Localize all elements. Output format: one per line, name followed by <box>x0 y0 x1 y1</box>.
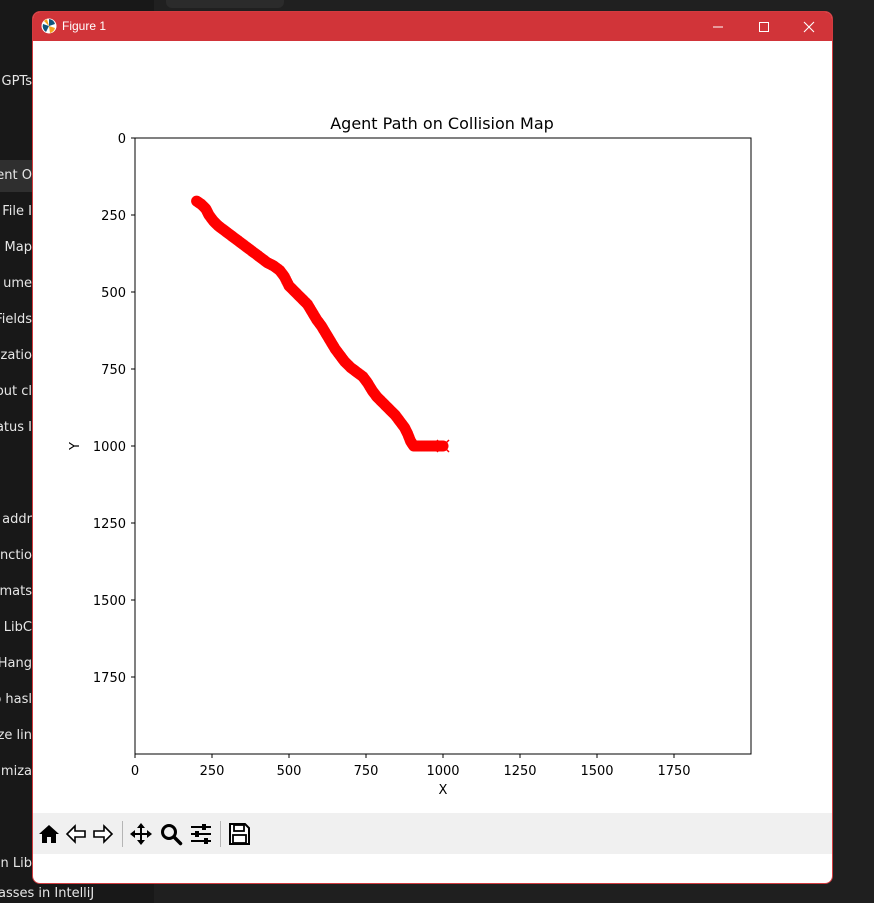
y-tick-label: 750 <box>101 363 126 378</box>
forward-icon[interactable] <box>91 822 115 846</box>
back-icon[interactable] <box>64 822 88 846</box>
background-list-item: atus I <box>0 420 32 435</box>
background-list-item: o hasl <box>0 692 32 707</box>
home-icon[interactable] <box>37 822 61 846</box>
background-list-item: File I <box>2 204 32 219</box>
toolbar-separator <box>220 821 221 847</box>
y-axis: 0 250 500 750 1000 1250 1500 1750 <box>93 132 135 686</box>
background-list-item: nizatio <box>0 348 32 363</box>
toolbar-separator <box>122 821 123 847</box>
figure-window: Figure 1 Agent Path on Collision Map 0 25… <box>32 11 833 884</box>
configure-subplots-icon[interactable] <box>189 822 213 846</box>
zoom-icon[interactable] <box>159 822 183 846</box>
x-tick-label: 750 <box>354 764 379 779</box>
x-axis-label: X <box>439 783 448 798</box>
y-tick-label: 1250 <box>93 517 126 532</box>
background-list-item: asses in IntelliJ <box>0 886 95 901</box>
y-tick-label: 1500 <box>93 594 126 609</box>
background-list-item: rmats <box>0 584 32 599</box>
x-axis: 0 250 500 750 1000 1250 1500 1750 <box>131 754 691 779</box>
figure-canvas[interactable]: Agent Path on Collision Map 0 250 500 750 10… <box>33 41 832 813</box>
minimize-button[interactable] <box>695 12 741 41</box>
background-list-item: in Lib <box>0 856 32 871</box>
x-tick-label: 1250 <box>503 764 536 779</box>
title-bar[interactable]: Figure 1 <box>33 12 832 41</box>
y-axis-label: Y <box>68 442 83 451</box>
background-list-item: nctio <box>0 548 32 563</box>
x-tick-label: 500 <box>277 764 302 779</box>
x-tick-label: 1500 <box>580 764 613 779</box>
maximize-icon <box>759 22 769 32</box>
maximize-button[interactable] <box>741 12 787 41</box>
background-topbar <box>154 0 874 10</box>
background-tab <box>166 0 284 8</box>
background-list-item: timiza <box>0 764 32 779</box>
end-marker <box>436 439 450 453</box>
background-list: GPTs ent O File I n Map ume Fields nizatio out … <box>0 0 94 903</box>
y-tick-label: 0 <box>118 132 126 147</box>
background-list-item: n Map <box>0 240 32 255</box>
y-tick-label: 1750 <box>93 671 126 686</box>
window-title: Figure 1 <box>62 19 107 33</box>
close-icon <box>803 21 815 33</box>
background-list-item: Fields <box>0 312 32 327</box>
background-list-item: GPTs <box>1 74 32 89</box>
background-list-item: out cl <box>0 384 32 399</box>
path-markers <box>191 195 450 453</box>
background-list-item: addr <box>2 512 32 527</box>
background-list-item: ume <box>3 276 32 291</box>
navigation-toolbar <box>33 813 832 854</box>
background-list-item: n LibC <box>0 620 32 635</box>
close-button[interactable] <box>786 12 832 41</box>
y-tick-label: 500 <box>101 286 126 301</box>
x-tick-label: 250 <box>200 764 225 779</box>
y-tick-label: 250 <box>101 209 126 224</box>
pan-icon[interactable] <box>129 822 153 846</box>
y-tick-label: 1000 <box>93 440 126 455</box>
minimize-icon <box>713 26 723 28</box>
background-list-item: Hang <box>0 656 32 671</box>
x-tick-label: 1750 <box>657 764 690 779</box>
background-list-item: ent O <box>0 160 40 192</box>
save-icon[interactable] <box>227 822 251 846</box>
x-tick-label: 0 <box>131 764 139 779</box>
background-list-item: ize lin <box>0 728 32 743</box>
chart-title: Agent Path on Collision Map <box>330 114 554 133</box>
x-tick-label: 1000 <box>426 764 459 779</box>
matplotlib-icon <box>41 18 57 34</box>
